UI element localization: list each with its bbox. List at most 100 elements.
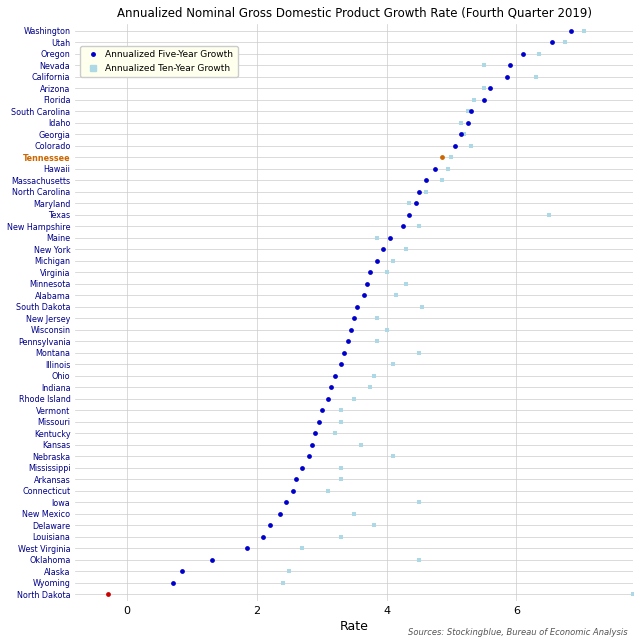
Point	[388, 359, 398, 369]
Point	[314, 417, 324, 427]
Point	[460, 129, 470, 140]
Point	[579, 26, 589, 36]
Point	[449, 141, 460, 151]
Point	[463, 118, 473, 128]
Point	[401, 278, 411, 289]
Point	[566, 26, 577, 36]
Point	[330, 371, 340, 381]
Point	[242, 543, 252, 553]
Point	[404, 198, 415, 209]
Point	[365, 267, 376, 277]
Point	[259, 532, 269, 542]
Point	[505, 60, 515, 70]
Point	[385, 232, 395, 243]
Point	[291, 474, 301, 484]
Point	[349, 509, 359, 519]
Point	[372, 336, 382, 346]
Point	[307, 440, 317, 450]
Point	[362, 278, 372, 289]
Point	[342, 336, 353, 346]
Point	[326, 382, 337, 392]
Point	[349, 313, 359, 323]
Point	[336, 474, 346, 484]
Point	[456, 118, 467, 128]
Point	[534, 49, 544, 59]
Point	[414, 497, 424, 508]
Point	[369, 371, 379, 381]
Point	[417, 301, 428, 312]
Point	[466, 106, 476, 116]
Point	[397, 221, 408, 231]
Point	[446, 152, 456, 163]
Legend: Annualized Five-Year Growth, Annualized Ten-Year Growth: Annualized Five-Year Growth, Annualized …	[80, 45, 237, 77]
Point	[323, 394, 333, 404]
Point	[518, 49, 528, 59]
Point	[436, 175, 447, 186]
Point	[381, 324, 392, 335]
Point	[456, 129, 467, 140]
Point	[177, 566, 188, 576]
Point	[414, 221, 424, 231]
Point	[336, 417, 346, 427]
Point	[349, 394, 359, 404]
Point	[206, 554, 216, 564]
Point	[365, 382, 376, 392]
Point	[479, 83, 489, 93]
Point	[346, 324, 356, 335]
Point	[336, 359, 346, 369]
Point	[378, 244, 388, 254]
Title: Annualized Nominal Gross Domestic Product Growth Rate (Fourth Quarter 2019): Annualized Nominal Gross Domestic Produc…	[116, 7, 592, 20]
Point	[463, 106, 473, 116]
Point	[369, 520, 379, 531]
Point	[404, 210, 415, 220]
Point	[281, 497, 291, 508]
Point	[352, 301, 362, 312]
Point	[168, 577, 178, 588]
Point	[356, 440, 366, 450]
Point	[420, 175, 431, 186]
Point	[381, 267, 392, 277]
Point	[411, 198, 421, 209]
Point	[278, 577, 288, 588]
Point	[479, 60, 489, 70]
Point	[287, 486, 298, 496]
Point	[336, 463, 346, 473]
Point	[414, 348, 424, 358]
Point	[543, 210, 554, 220]
Text: Sources: Stockingblue, Bureau of Economic Analysis: Sources: Stockingblue, Bureau of Economi…	[408, 628, 627, 637]
Point	[547, 37, 557, 47]
Point	[443, 164, 453, 174]
Point	[469, 95, 479, 105]
Point	[560, 37, 570, 47]
Point	[502, 72, 512, 82]
Point	[388, 255, 398, 266]
Point	[372, 313, 382, 323]
Point	[401, 244, 411, 254]
Point	[485, 83, 495, 93]
Point	[265, 520, 275, 531]
Point	[531, 72, 541, 82]
Point	[336, 532, 346, 542]
Point	[102, 589, 113, 599]
Point	[317, 405, 327, 415]
Point	[297, 463, 307, 473]
Point	[388, 451, 398, 461]
Point	[372, 232, 382, 243]
Point	[391, 290, 401, 300]
Point	[414, 187, 424, 197]
Point	[284, 566, 294, 576]
Point	[297, 543, 307, 553]
X-axis label: Rate: Rate	[340, 620, 369, 633]
Point	[372, 255, 382, 266]
Point	[323, 486, 333, 496]
Point	[336, 405, 346, 415]
Point	[359, 290, 369, 300]
Point	[479, 95, 489, 105]
Point	[430, 164, 440, 174]
Point	[466, 141, 476, 151]
Point	[275, 509, 285, 519]
Point	[420, 187, 431, 197]
Point	[436, 152, 447, 163]
Point	[339, 348, 349, 358]
Point	[303, 451, 314, 461]
